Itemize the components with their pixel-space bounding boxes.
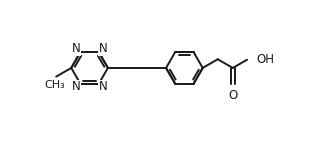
Text: CH₃: CH₃ (44, 80, 65, 90)
Text: N: N (99, 80, 107, 94)
Text: N: N (72, 80, 81, 94)
Text: OH: OH (257, 53, 275, 66)
Text: N: N (99, 42, 107, 55)
Text: O: O (228, 89, 237, 102)
Text: N: N (72, 42, 81, 55)
